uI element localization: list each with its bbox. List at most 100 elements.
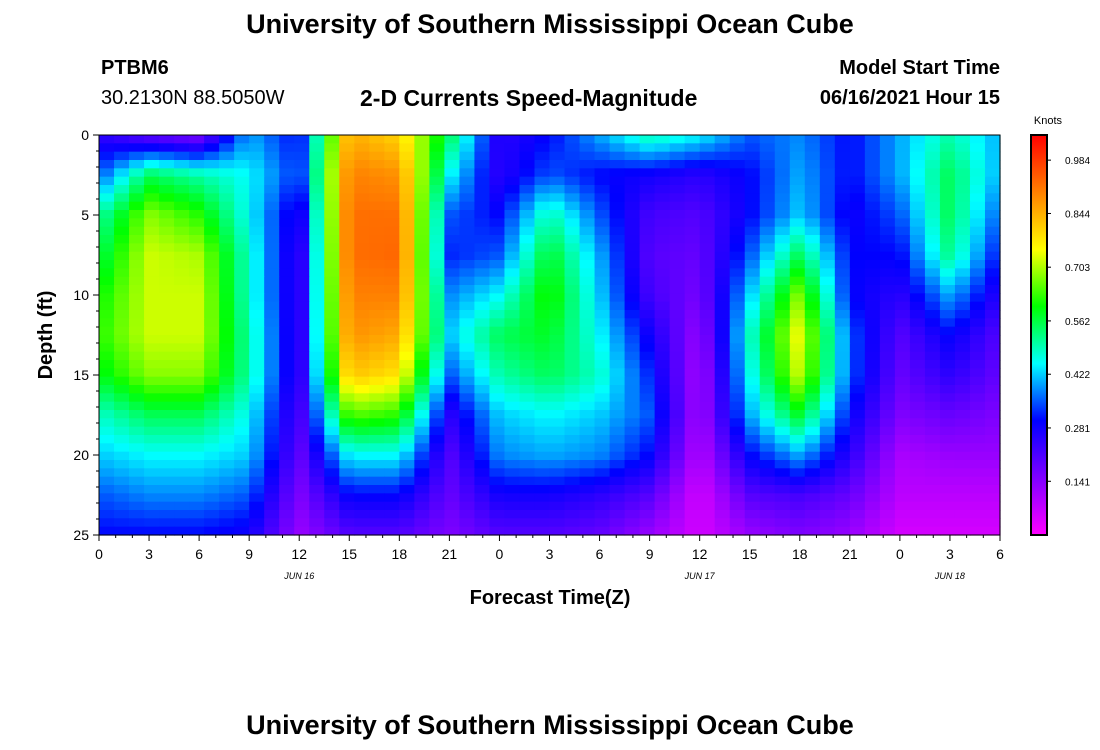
heatmap-cell [819,351,836,361]
heatmap-cell [474,210,491,219]
heatmap-cell [639,151,656,161]
heatmap-cell [234,476,250,486]
heatmap-cell [189,301,205,311]
heatmap-cell [894,443,911,453]
heatmap-cell [759,235,776,244]
heatmap-cell [594,401,611,411]
heatmap-cell [279,243,295,253]
heatmap-cell [114,193,130,203]
heatmap-cell [774,201,791,211]
heatmap-cell [174,518,190,528]
x-tick-label: 0 [95,546,103,562]
heatmap-cell [969,318,986,328]
heatmap-cell [579,143,596,153]
heatmap-cell [879,443,896,453]
heatmap-cell [879,426,896,436]
heatmap-cell [174,243,190,253]
heatmap-cell [309,468,325,478]
heatmap-cell [489,168,506,178]
heatmap-cell [339,268,355,278]
heatmap-cell [924,210,941,219]
heatmap-cell [684,485,701,494]
heatmap-cell [609,435,626,444]
heatmap-cell [504,335,521,344]
heatmap-cell [849,493,866,503]
heatmap-cell [939,293,956,303]
heatmap-cell [594,226,611,236]
heatmap-cell [114,176,130,186]
heatmap-cell [114,351,130,361]
heatmap-cell [849,318,866,328]
heatmap-cell [879,435,896,444]
heatmap-cell [444,368,460,378]
heatmap-cell [309,168,325,178]
heatmap-cell [354,135,370,144]
heatmap-cell [489,176,506,186]
heatmap-cell [654,176,671,186]
heatmap-cell [684,360,701,369]
heatmap-cell [444,176,460,186]
heatmap-cell [669,185,686,194]
heatmap-cell [414,276,430,286]
heatmap-cell [504,410,521,419]
heatmap-cell [534,218,551,228]
heatmap-cell [849,393,866,403]
heatmap-cell [234,176,250,186]
heatmap-cell [369,376,385,386]
heatmap-cell [729,260,746,269]
heatmap-cell [384,135,400,144]
heatmap-cell [414,285,430,294]
heatmap-cell [114,276,130,286]
heatmap-cell [414,176,430,186]
colorbar-tick-label: 0.984 [1065,156,1090,167]
heatmap-cell [639,326,656,336]
heatmap-cell [594,435,611,444]
heatmap-cell [879,368,896,378]
heatmap-cell [489,435,506,444]
heatmap-cell [669,501,686,511]
heatmap-cell [699,410,716,419]
heatmap-cell [294,393,310,403]
heatmap-cell [804,268,821,278]
heatmap-cell [174,426,190,436]
heatmap-cell [99,351,115,361]
heatmap-cell [219,210,235,219]
heatmap-cell [714,235,731,244]
heatmap-cell [294,460,310,469]
heatmap-cell [384,443,400,453]
heatmap-cell [459,526,476,536]
heatmap-cell [429,201,445,211]
heatmap-cell [99,210,115,219]
heatmap-cell [114,501,130,511]
heatmap-cell [354,518,370,528]
heatmap-cell [954,260,971,269]
heatmap-cell [969,393,986,403]
heatmap-cell [309,435,325,444]
x-tick-label: 3 [946,546,954,562]
heatmap-cell [804,201,821,211]
heatmap-cell [459,218,476,228]
heatmap-cell [879,376,896,386]
heatmap-cell [429,243,445,253]
heatmap-cell [624,385,641,394]
heatmap-cell [594,526,611,536]
heatmap-cell [429,301,445,311]
heatmap-cell [564,193,581,203]
heatmap-cell [759,326,776,336]
heatmap-cell [969,501,986,511]
heatmap-cell [384,418,400,428]
heatmap-cell [339,276,355,286]
heatmap-cell [264,401,280,411]
heatmap-cell [624,360,641,369]
heatmap-cell [819,160,836,169]
heatmap-cell [384,518,400,528]
heatmap-cell [654,276,671,286]
heatmap-cell [534,251,551,261]
heatmap-cell [354,318,370,328]
x-tick-label: 15 [341,546,357,562]
heatmap-cell [369,343,385,353]
heatmap-cell [654,376,671,386]
heatmap-cell [984,160,1001,169]
heatmap-cell [789,426,806,436]
heatmap-cell [849,460,866,469]
